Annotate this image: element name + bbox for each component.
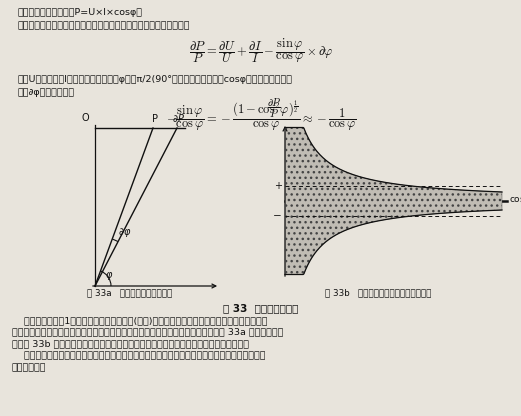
Text: 中的相位角。: 中的相位角。	[12, 363, 46, 372]
Text: $\dfrac{\partial P}{P} = \dfrac{\partial U}{U} + \dfrac{\partial I}{I} - \dfrac{: $\dfrac{\partial P}{P} = \dfrac{\partial…	[189, 37, 333, 65]
Text: $\partial P$: $\partial P$	[171, 112, 184, 124]
Text: +: +	[274, 181, 282, 191]
Text: 按定义，损耗测量为：P=U×I×cosφ。: 按定义，损耗测量为：P=U×I×cosφ。	[18, 8, 143, 17]
Text: 图 33  测量的相对误差: 图 33 测量的相对误差	[224, 303, 299, 313]
Text: 电压U相量和电流I相量之间的相位夹角φ接近π/2(90°，感性），功率因数cosφ为一个很小数值。: 电压U相量和电流I相量之间的相位夹角φ接近π/2(90°，感性），功率因数cos…	[18, 75, 293, 84]
Text: 复合相对误差可由先对等式两边取自然对数，然后取其导数来得出：: 复合相对误差可由先对等式两边取自然对数，然后取其导数来得出：	[18, 21, 191, 30]
Text: $\cos\varphi$: $\cos\varphi$	[509, 196, 521, 206]
Text: 重写∂φ前面的系数：: 重写∂φ前面的系数：	[18, 88, 75, 97]
Text: 这是一个远大于1的数值，它表明了在相角(弧度)测定中的一定的相对误差会导致损耗测定中有: 这是一个远大于1的数值，它表明了在相角(弧度)测定中的一定的相对误差会导致损耗测…	[12, 316, 267, 325]
Text: 图 33b   相对误差表示为功率因数的函数: 图 33b 相对误差表示为功率因数的函数	[325, 288, 431, 297]
Text: $\dfrac{\partial P}{P}$: $\dfrac{\partial P}{P}$	[267, 97, 282, 120]
Text: $\varphi$: $\varphi$	[105, 270, 113, 282]
Text: P: P	[152, 114, 158, 124]
Text: 图 33a   表示测量误差的相量图: 图 33a 表示测量误差的相量图	[88, 288, 172, 297]
Text: 因此，电力变压器负荷损耗测量的中心问题是怎样减小或校正整个测量系统中或系统内各个元件: 因此，电力变压器负荷损耗测量的中心问题是怎样减小或校正整个测量系统中或系统内各个…	[12, 352, 266, 360]
Polygon shape	[285, 127, 502, 275]
Text: −: −	[273, 211, 282, 221]
Text: O: O	[81, 113, 89, 123]
Text: 相当大的相对误差，而此时的电压和电流幅值的相对误差并不扩大损耗测量误差。图 33a 对此进行了解: 相当大的相对误差，而此时的电压和电流幅值的相对误差并不扩大损耗测量误差。图 33…	[12, 328, 283, 337]
Text: $\partial\varphi$: $\partial\varphi$	[118, 226, 132, 240]
Text: $-\dfrac{\sin\varphi}{\cos\varphi} = -\dfrac{(1-\cos^2\!\varphi)^{\frac{1}{2}}}{: $-\dfrac{\sin\varphi}{\cos\varphi} = -\d…	[166, 99, 356, 134]
Text: 释。图 33b 中示出损耗测定值的不确定性值的包络线图，系变压器阻抗功率因数的函数。: 释。图 33b 中示出损耗测定值的不确定性值的包络线图，系变压器阻抗功率因数的函…	[12, 339, 249, 349]
